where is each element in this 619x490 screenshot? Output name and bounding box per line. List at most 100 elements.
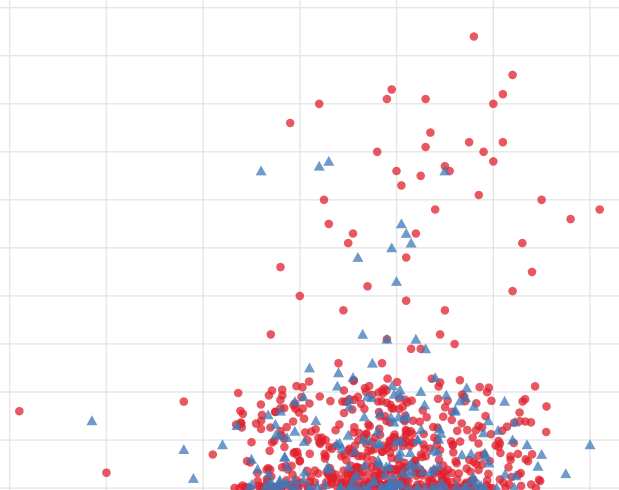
scatter-point-triangle	[217, 439, 228, 450]
scatter-point-triangle	[428, 463, 440, 474]
scatter-point-circle	[360, 404, 369, 414]
scatter-point-circle	[530, 382, 540, 391]
scatter-point-triangle	[478, 427, 489, 438]
scatter-point-triangle	[467, 471, 479, 482]
scatter-point-circle	[482, 387, 492, 397]
scatter-point-triangle	[475, 480, 487, 490]
scatter-point-triangle	[275, 405, 286, 416]
scatter-point-circle	[321, 451, 331, 461]
scatter-point-triangle	[281, 478, 293, 489]
scatter-point-circle	[417, 452, 427, 462]
scatter-point-triangle	[509, 481, 519, 490]
scatter-point-triangle	[395, 435, 406, 446]
scatter-point-circle	[337, 452, 346, 461]
scatter-point-circle	[235, 483, 244, 490]
scatter-point-circle	[305, 449, 315, 459]
scatter-point-triangle	[354, 482, 363, 490]
scatter-point-triangle	[385, 411, 397, 422]
scatter-point-triangle	[386, 242, 398, 253]
scatter-point-circle	[343, 238, 353, 248]
scatter-point-circle	[315, 392, 325, 401]
scatter-point-circle	[446, 437, 456, 446]
scatter-point-circle	[430, 205, 440, 214]
scatter-point-circle	[390, 430, 399, 439]
scatter-point-triangle	[435, 428, 447, 438]
scatter-point-triangle	[439, 165, 451, 176]
scatter-point-circle	[295, 456, 305, 466]
scatter-point-circle	[489, 157, 498, 166]
scatter-point-circle	[238, 409, 248, 419]
scatter-point-circle	[438, 412, 448, 422]
scatter-point-circle	[285, 118, 295, 128]
scatter-point-triangle	[532, 460, 544, 471]
scatter-point-circle	[521, 455, 530, 464]
scatter-point-triangle	[334, 437, 346, 448]
scatter-point-circle	[452, 458, 462, 468]
scatter-point-triangle	[507, 434, 519, 445]
scatter-point-circle	[401, 431, 410, 441]
scatter-point-triangle	[536, 449, 548, 459]
scatter-point-triangle	[415, 424, 427, 434]
scatter-point-triangle	[510, 470, 522, 481]
scatter-point-circle	[542, 402, 551, 411]
scatter-point-triangle	[492, 482, 501, 490]
scatter-point-circle	[319, 195, 329, 205]
scatter-point-circle	[541, 427, 551, 437]
scatter-point-circle	[377, 447, 387, 457]
scatter-point-circle	[324, 219, 334, 229]
scatter-point-circle	[339, 306, 348, 315]
scatter-point-circle	[487, 396, 496, 406]
scatter-point-circle	[305, 399, 314, 408]
scatter-point-triangle	[319, 479, 331, 490]
scatter-point-triangle	[406, 465, 418, 476]
scatter-point-circle	[392, 377, 402, 387]
scatter-point-triangle	[311, 480, 323, 490]
scatter-point-circle	[282, 422, 292, 432]
scatter-point-circle	[474, 190, 484, 200]
scatter-point-triangle	[404, 482, 413, 490]
scatter-point-triangle	[405, 237, 417, 248]
scatter-point-triangle	[383, 460, 395, 471]
scatter-point-triangle	[436, 477, 447, 488]
scatter-point-circle	[520, 394, 530, 404]
scatter-point-circle	[334, 358, 343, 368]
scatter-point-triangle	[372, 425, 383, 436]
scatter-point-circle	[482, 476, 492, 485]
scatter-point-circle	[469, 32, 479, 41]
scatter-point-circle	[489, 99, 498, 109]
scatter-point-triangle	[299, 466, 311, 477]
scatter-point-circle	[360, 383, 370, 393]
scatter-point-triangle	[246, 478, 258, 489]
scatter-point-circle	[383, 374, 392, 383]
scatter-point-triangle	[440, 389, 452, 400]
scatter-point-triangle	[279, 451, 291, 462]
scatter-point-triangle	[395, 218, 407, 229]
scatter-point-circle	[377, 358, 387, 368]
scatter-point-triangle	[461, 480, 472, 490]
scatter-point-circle	[531, 483, 541, 490]
scatter-point-circle	[392, 166, 401, 176]
scatter-point-circle	[479, 147, 488, 157]
scatter-point-triangle	[366, 357, 378, 368]
scatter-point-circle	[516, 481, 526, 490]
scatter-point-triangle	[367, 476, 379, 486]
scatter-point-circle	[518, 238, 527, 248]
scatter-point-circle	[527, 267, 537, 277]
scatter-point-triangle	[461, 382, 473, 393]
scatter-point-circle	[449, 448, 458, 457]
scatter-point-circle	[382, 94, 392, 104]
scatter-point-circle	[397, 181, 406, 190]
scatter-point-triangle	[480, 451, 492, 462]
scatter-point-circle	[276, 395, 285, 405]
scatter-point-circle	[357, 451, 367, 461]
scatter-point-triangle	[351, 469, 362, 480]
scatter-point-triangle	[374, 407, 386, 418]
scatter-point-triangle	[404, 447, 416, 458]
scatter-point-circle	[472, 459, 481, 469]
scatter-point-triangle	[415, 386, 427, 396]
scatter-point-triangle	[343, 461, 355, 472]
scatter-point-circle	[501, 483, 510, 490]
scatter-point-triangle	[260, 481, 271, 490]
scatter-point-triangle	[281, 432, 293, 442]
